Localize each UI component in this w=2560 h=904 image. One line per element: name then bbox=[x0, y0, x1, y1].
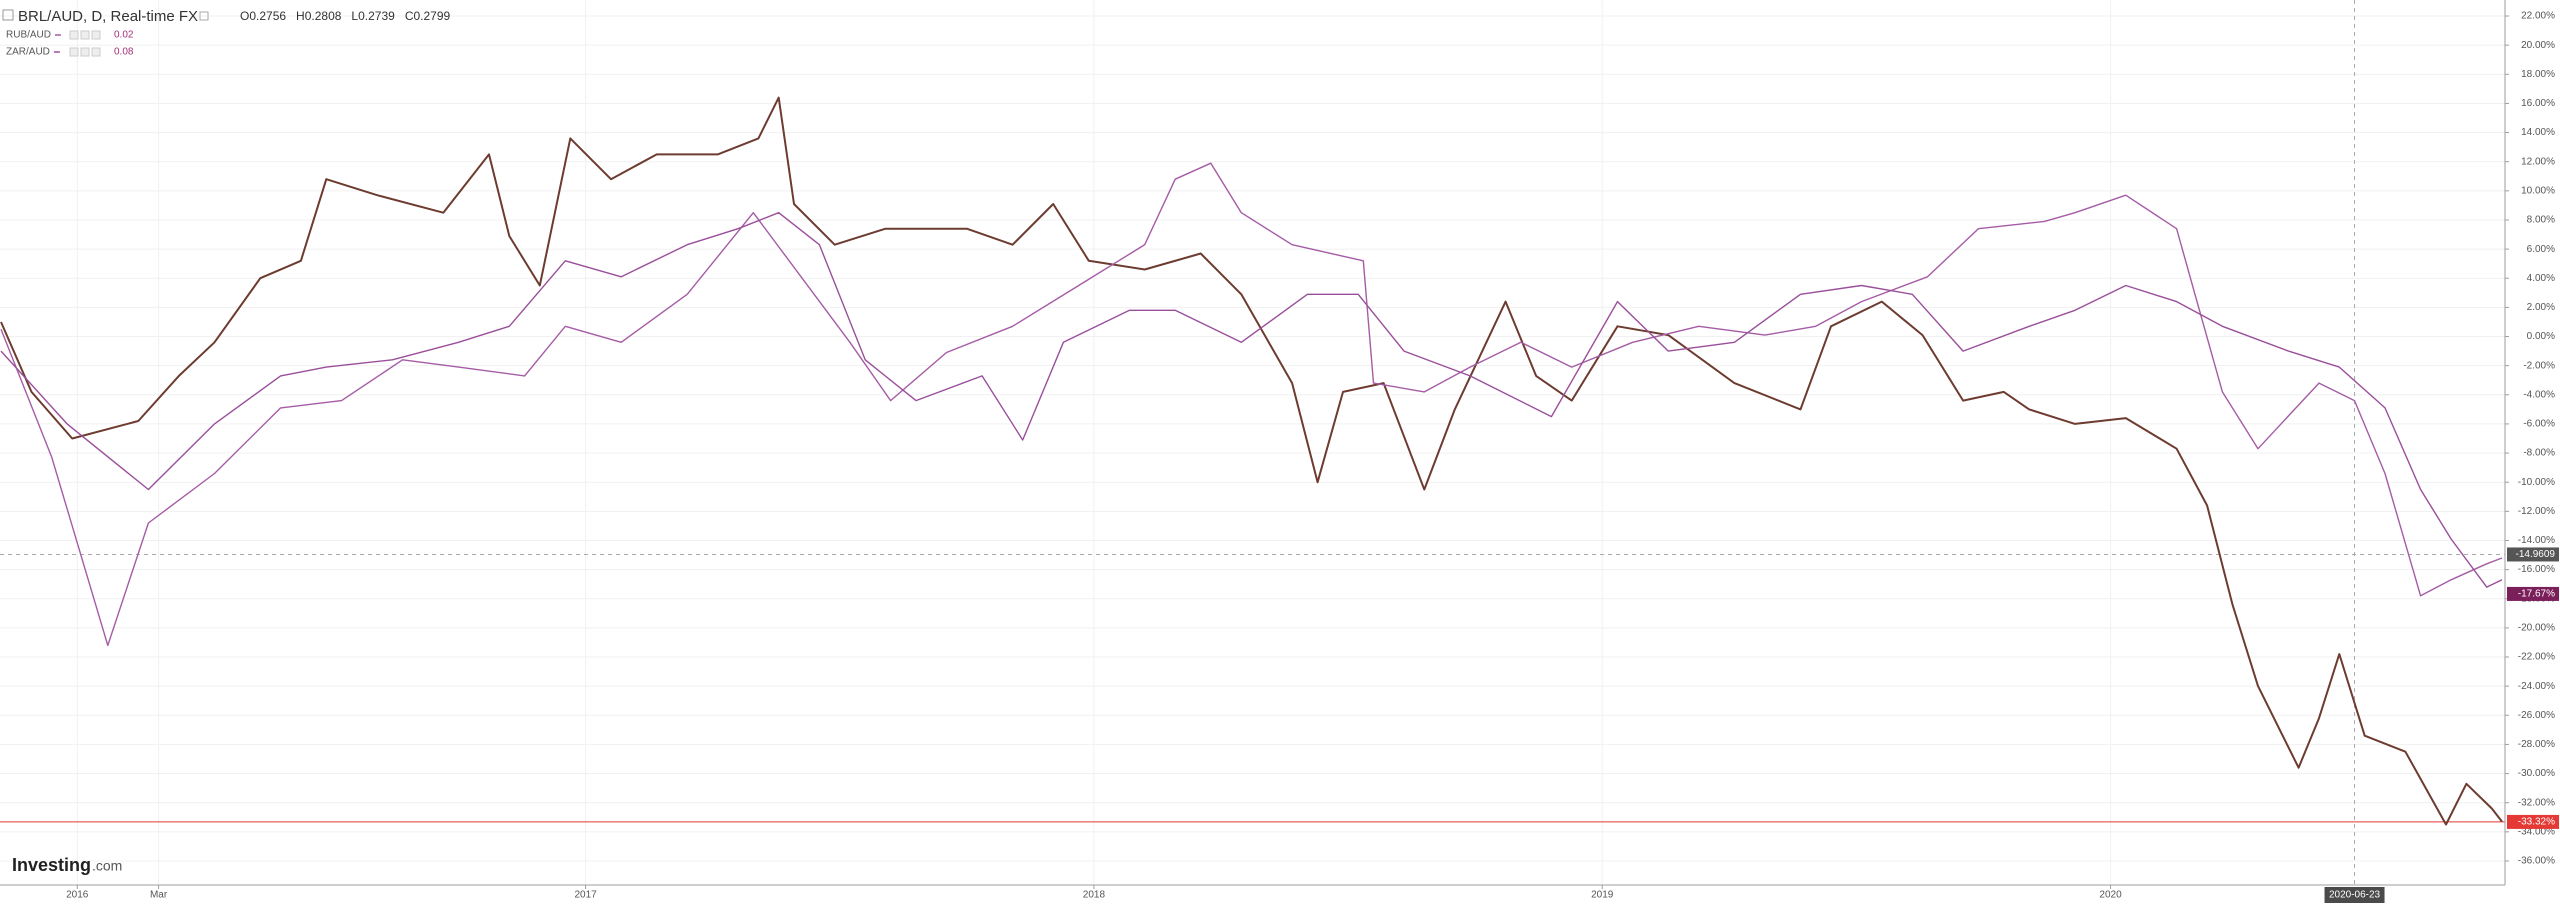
last-value-box bbox=[2507, 586, 2559, 601]
ohlc-value: L0.2739 bbox=[351, 9, 395, 23]
legend-button[interactable] bbox=[69, 30, 79, 40]
series-line bbox=[0, 212, 2503, 588]
y-tick-label: -28.00% bbox=[2518, 739, 2555, 750]
grid bbox=[0, 0, 2505, 885]
legend-button[interactable] bbox=[80, 30, 90, 40]
y-tick-label: 16.00% bbox=[2521, 98, 2555, 109]
y-tick-label: -26.00% bbox=[2518, 710, 2555, 721]
last-value-label: -33.32% bbox=[2518, 817, 2555, 828]
series-line bbox=[0, 162, 2503, 647]
watermark: Investing .com bbox=[12, 855, 122, 875]
crosshair-y-box bbox=[2507, 547, 2559, 562]
chart-title: BRL/AUD, D, Real-time FX bbox=[18, 8, 198, 25]
collapse-icon[interactable] bbox=[2, 9, 14, 21]
y-tick-label: -24.00% bbox=[2518, 681, 2555, 692]
y-tick-label: -22.00% bbox=[2518, 652, 2555, 663]
legend-button[interactable] bbox=[80, 47, 90, 57]
y-tick-label: -4.00% bbox=[2523, 389, 2555, 400]
legend-name: ZAR/AUD bbox=[6, 47, 50, 58]
y-tick-label: -2.00% bbox=[2523, 360, 2555, 371]
y-tick-label: 12.00% bbox=[2521, 156, 2555, 167]
legend-value: 0.08 bbox=[114, 47, 134, 58]
header: BRL/AUD, D, Real-time FX O0.2756 H0.2808 L… bbox=[2, 8, 451, 58]
y-tick-label: 2.00% bbox=[2527, 302, 2555, 313]
y-tick-label: 6.00% bbox=[2527, 244, 2555, 255]
plot-area bbox=[0, 96, 2503, 826]
axes: 22.00% 20.00% 18.00% 16.00% 14.00% 12.00% 10.0… bbox=[66, 11, 2559, 903]
y-tick-label: -34.00% bbox=[2518, 826, 2555, 837]
y-tick-label: -8.00% bbox=[2523, 448, 2555, 459]
x-tick-label: 2020 bbox=[2099, 890, 2122, 901]
y-tick-label: 20.00% bbox=[2521, 40, 2555, 51]
crosshair-y-label: -14.9609 bbox=[2516, 549, 2556, 560]
y-tick-label: -36.00% bbox=[2518, 856, 2555, 867]
last-value-box bbox=[2507, 814, 2559, 829]
y-tick-label: -32.00% bbox=[2518, 797, 2555, 808]
x-tick-label: 2017 bbox=[574, 890, 597, 901]
x-tick-label: 2019 bbox=[1591, 890, 1614, 901]
y-tick-label: -6.00% bbox=[2523, 419, 2555, 430]
y-tick-label: 14.00% bbox=[2521, 127, 2555, 138]
last-value-label: -17.67% bbox=[2518, 589, 2555, 600]
legend-button[interactable] bbox=[91, 30, 101, 40]
y-tick-label: -16.00% bbox=[2518, 564, 2555, 575]
reference-lines bbox=[0, 0, 2505, 885]
crosshair-x-label: 2020-06-23 bbox=[2329, 890, 2381, 901]
legend-button[interactable] bbox=[91, 47, 101, 57]
y-tick-label: 4.00% bbox=[2527, 273, 2555, 284]
y-tick-label: 18.00% bbox=[2521, 69, 2555, 80]
x-tick-label: 2016 bbox=[66, 890, 89, 901]
legend-name: RUB/AUD bbox=[6, 30, 51, 41]
ohlc-value: H0.2808 bbox=[296, 9, 342, 23]
y-tick-label: -30.00% bbox=[2518, 768, 2555, 779]
y-tick-label: 22.00% bbox=[2521, 11, 2555, 22]
y-tick-label: -20.00% bbox=[2518, 623, 2555, 634]
ohlc-value: C0.2799 bbox=[405, 9, 451, 23]
watermark-suffix: .com bbox=[92, 858, 122, 874]
legend-button[interactable] bbox=[69, 47, 79, 57]
watermark-brand: Investing bbox=[12, 855, 91, 875]
ohlc-value: O0.2756 bbox=[240, 9, 286, 23]
crosshair-x-box bbox=[2324, 887, 2385, 903]
y-tick-label: -12.00% bbox=[2518, 506, 2555, 517]
y-tick-label: -14.00% bbox=[2518, 535, 2555, 546]
x-tick-label: Mar bbox=[150, 890, 168, 901]
x-tick-label: 2018 bbox=[1083, 890, 1106, 901]
y-tick-label: -10.00% bbox=[2518, 477, 2555, 488]
y-tick-label: 8.00% bbox=[2527, 215, 2555, 226]
y-tick-label: 0.00% bbox=[2527, 331, 2555, 342]
series-line bbox=[0, 96, 2503, 826]
legend-value: 0.02 bbox=[114, 30, 134, 41]
settings-icon[interactable] bbox=[199, 11, 209, 21]
y-tick-label: 10.00% bbox=[2521, 185, 2555, 196]
